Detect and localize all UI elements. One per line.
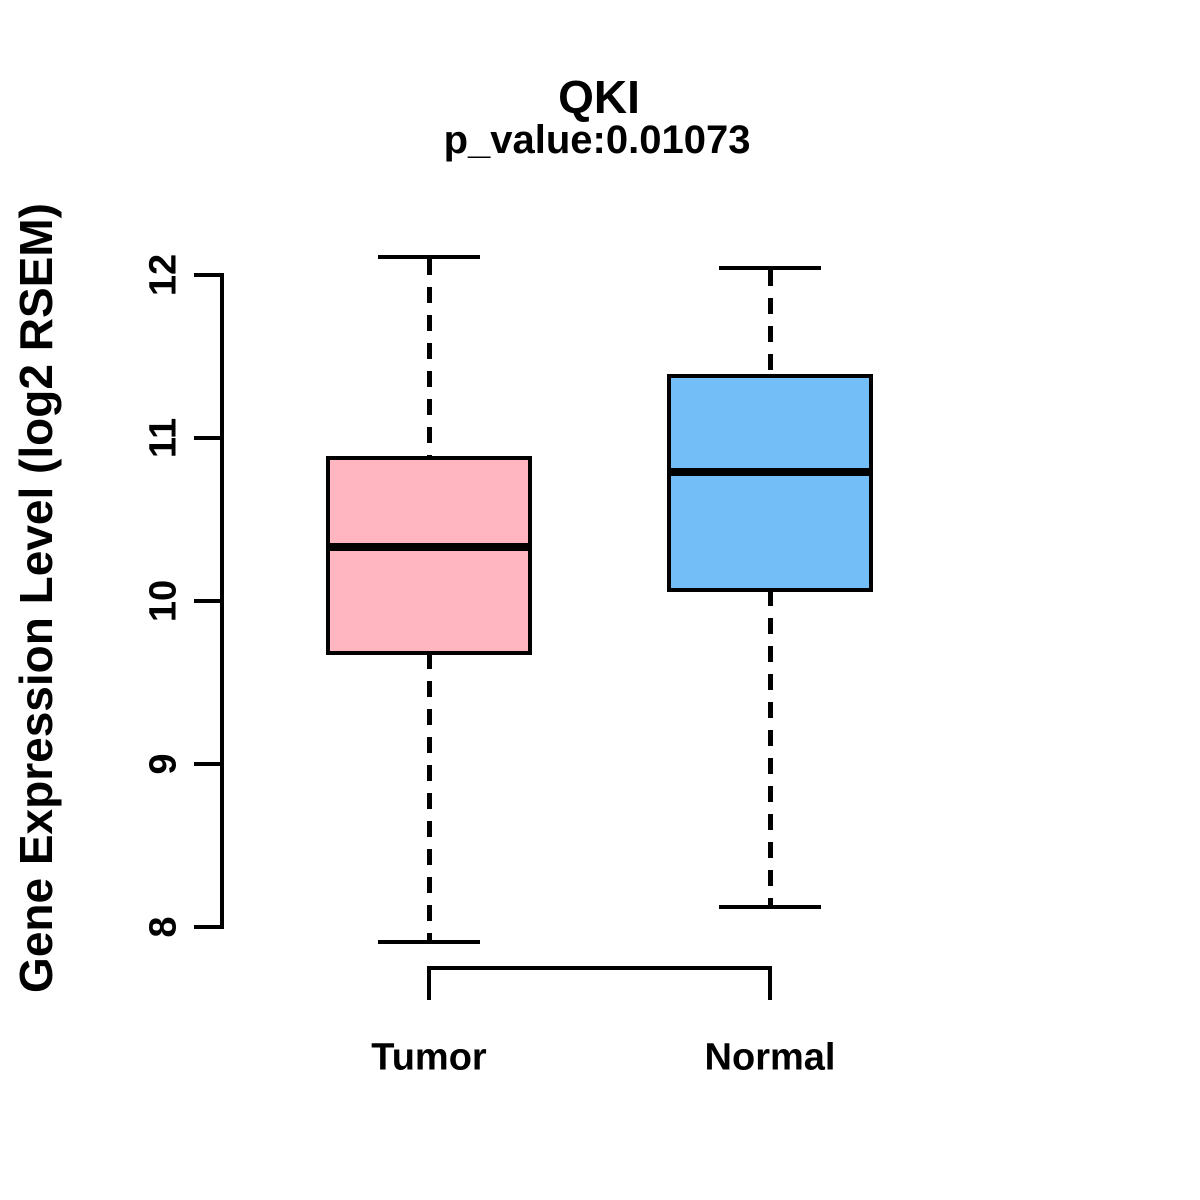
y-axis-line bbox=[220, 273, 224, 929]
normal-lower-whisker-cap bbox=[719, 905, 821, 910]
normal-box bbox=[667, 374, 873, 592]
chart-subtitle: p_value:0.01073 bbox=[443, 118, 751, 162]
y-tick bbox=[194, 925, 220, 929]
tumor-lower-whisker bbox=[426, 653, 432, 940]
y-axis-title: Gene Expression Level (log2 RSEM) bbox=[10, 203, 62, 993]
normal-median-line bbox=[667, 468, 873, 477]
y-tick bbox=[194, 273, 220, 277]
chart-title: QKI bbox=[558, 71, 640, 123]
normal-category-label: Normal bbox=[704, 1036, 836, 1079]
normal-upper-whisker-cap bbox=[719, 266, 821, 271]
y-tick-label: 12 bbox=[142, 253, 185, 297]
y-tick-label: 11 bbox=[142, 417, 185, 459]
y-tick bbox=[194, 762, 220, 766]
y-tick bbox=[194, 599, 220, 603]
normal-upper-whisker bbox=[767, 270, 773, 377]
y-tick-label: 8 bbox=[142, 916, 185, 938]
x-axis-line bbox=[427, 966, 772, 970]
normal-lower-whisker bbox=[767, 589, 773, 906]
tumor-category-label: Tumor bbox=[371, 1036, 487, 1079]
y-tick-label: 10 bbox=[142, 579, 185, 623]
tumor-lower-whisker-cap bbox=[378, 939, 480, 944]
x-axis-tick-tumor bbox=[427, 968, 431, 1000]
tumor-median-line bbox=[326, 543, 532, 552]
tumor-upper-whisker-cap bbox=[378, 255, 480, 260]
y-tick-label: 9 bbox=[142, 753, 185, 775]
y-tick bbox=[194, 436, 220, 440]
tumor-upper-whisker bbox=[426, 259, 432, 458]
x-axis-tick-normal bbox=[768, 968, 772, 1000]
tumor-box bbox=[326, 455, 532, 656]
